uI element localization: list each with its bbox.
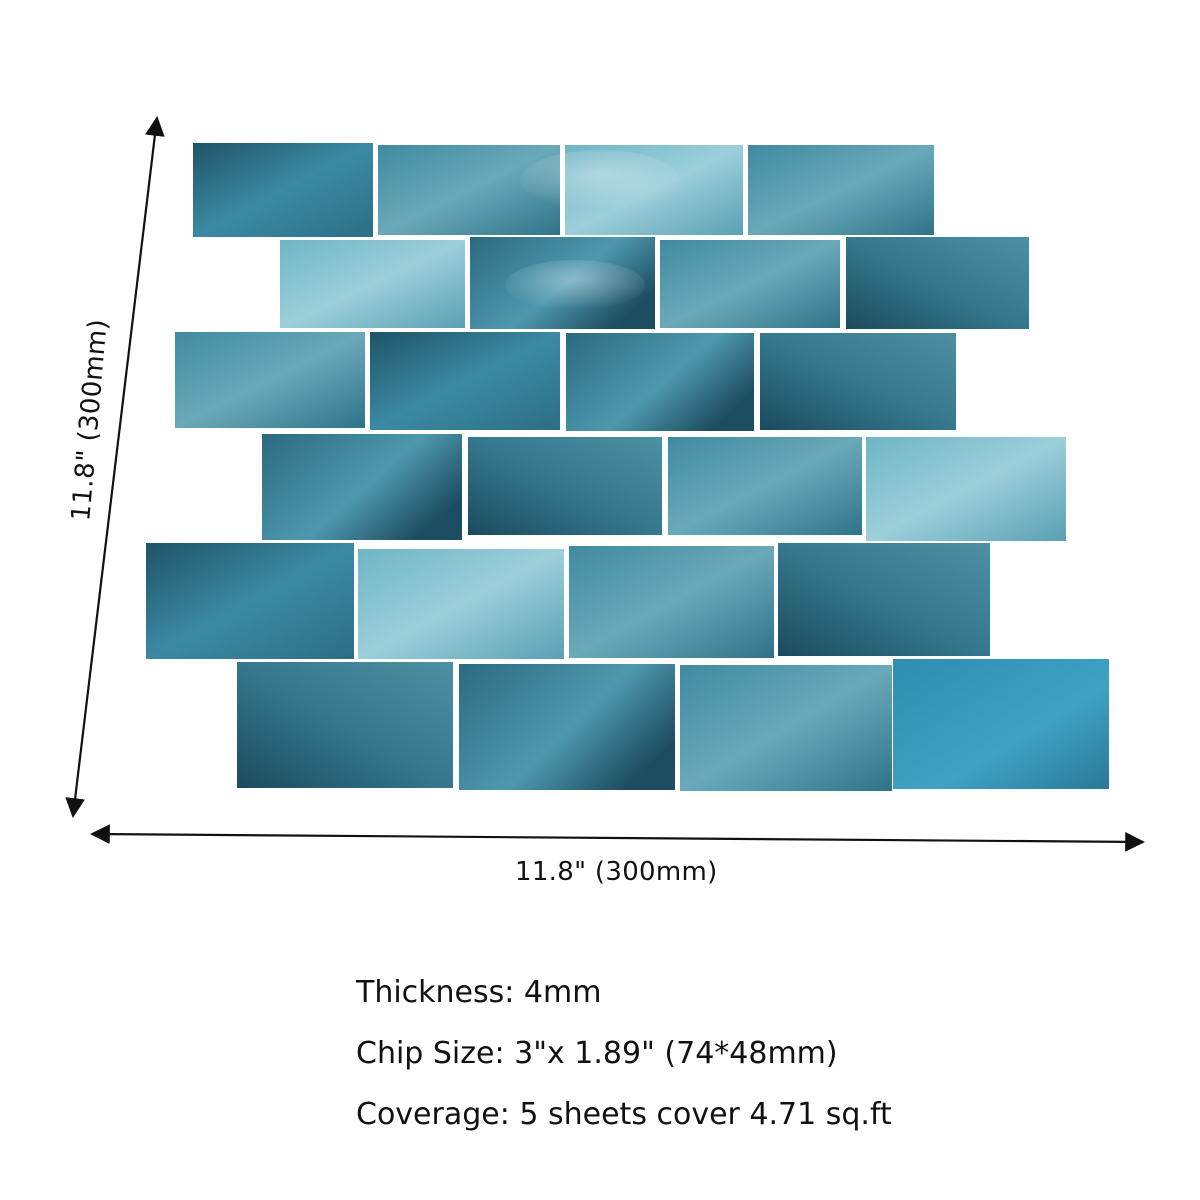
tile [668,437,862,535]
tile [459,664,675,790]
tile [358,549,564,659]
tile [778,543,990,656]
width-dimension-arrow [90,824,1145,852]
tile-row-3 [175,332,956,431]
tile [175,332,365,428]
tile [748,145,934,235]
tile [262,434,462,540]
tile-row-2 [280,237,1029,329]
tile [760,333,956,430]
tile [866,437,1066,541]
spec-chip-size: Chip Size: 3"x 1.89" (74*48mm) [356,1036,838,1071]
tile [893,659,1109,789]
spec-list: Thickness: 4mm Chip Size: 3"x 1.89" (74*… [356,962,892,1145]
tile-row-6 [237,659,1109,791]
tile [566,333,754,431]
tile-row-1 [193,143,934,237]
tile [237,662,453,788]
tile [280,240,465,328]
tile [680,665,892,791]
tile [193,143,373,237]
spec-thickness: Thickness: 4mm [356,975,602,1010]
spec-coverage: Coverage: 5 sheets cover 4.71 sq.ft [356,1097,892,1132]
tile [569,546,774,658]
tile [660,240,840,328]
tile [146,543,354,659]
height-dimension-arrow [65,116,165,818]
tile-row-5 [146,543,990,659]
tile [468,437,662,535]
tile [370,332,560,430]
tile-row-4 [262,434,1066,541]
width-dimension-label: 11.8" (300mm) [515,857,718,887]
tile [846,237,1029,329]
